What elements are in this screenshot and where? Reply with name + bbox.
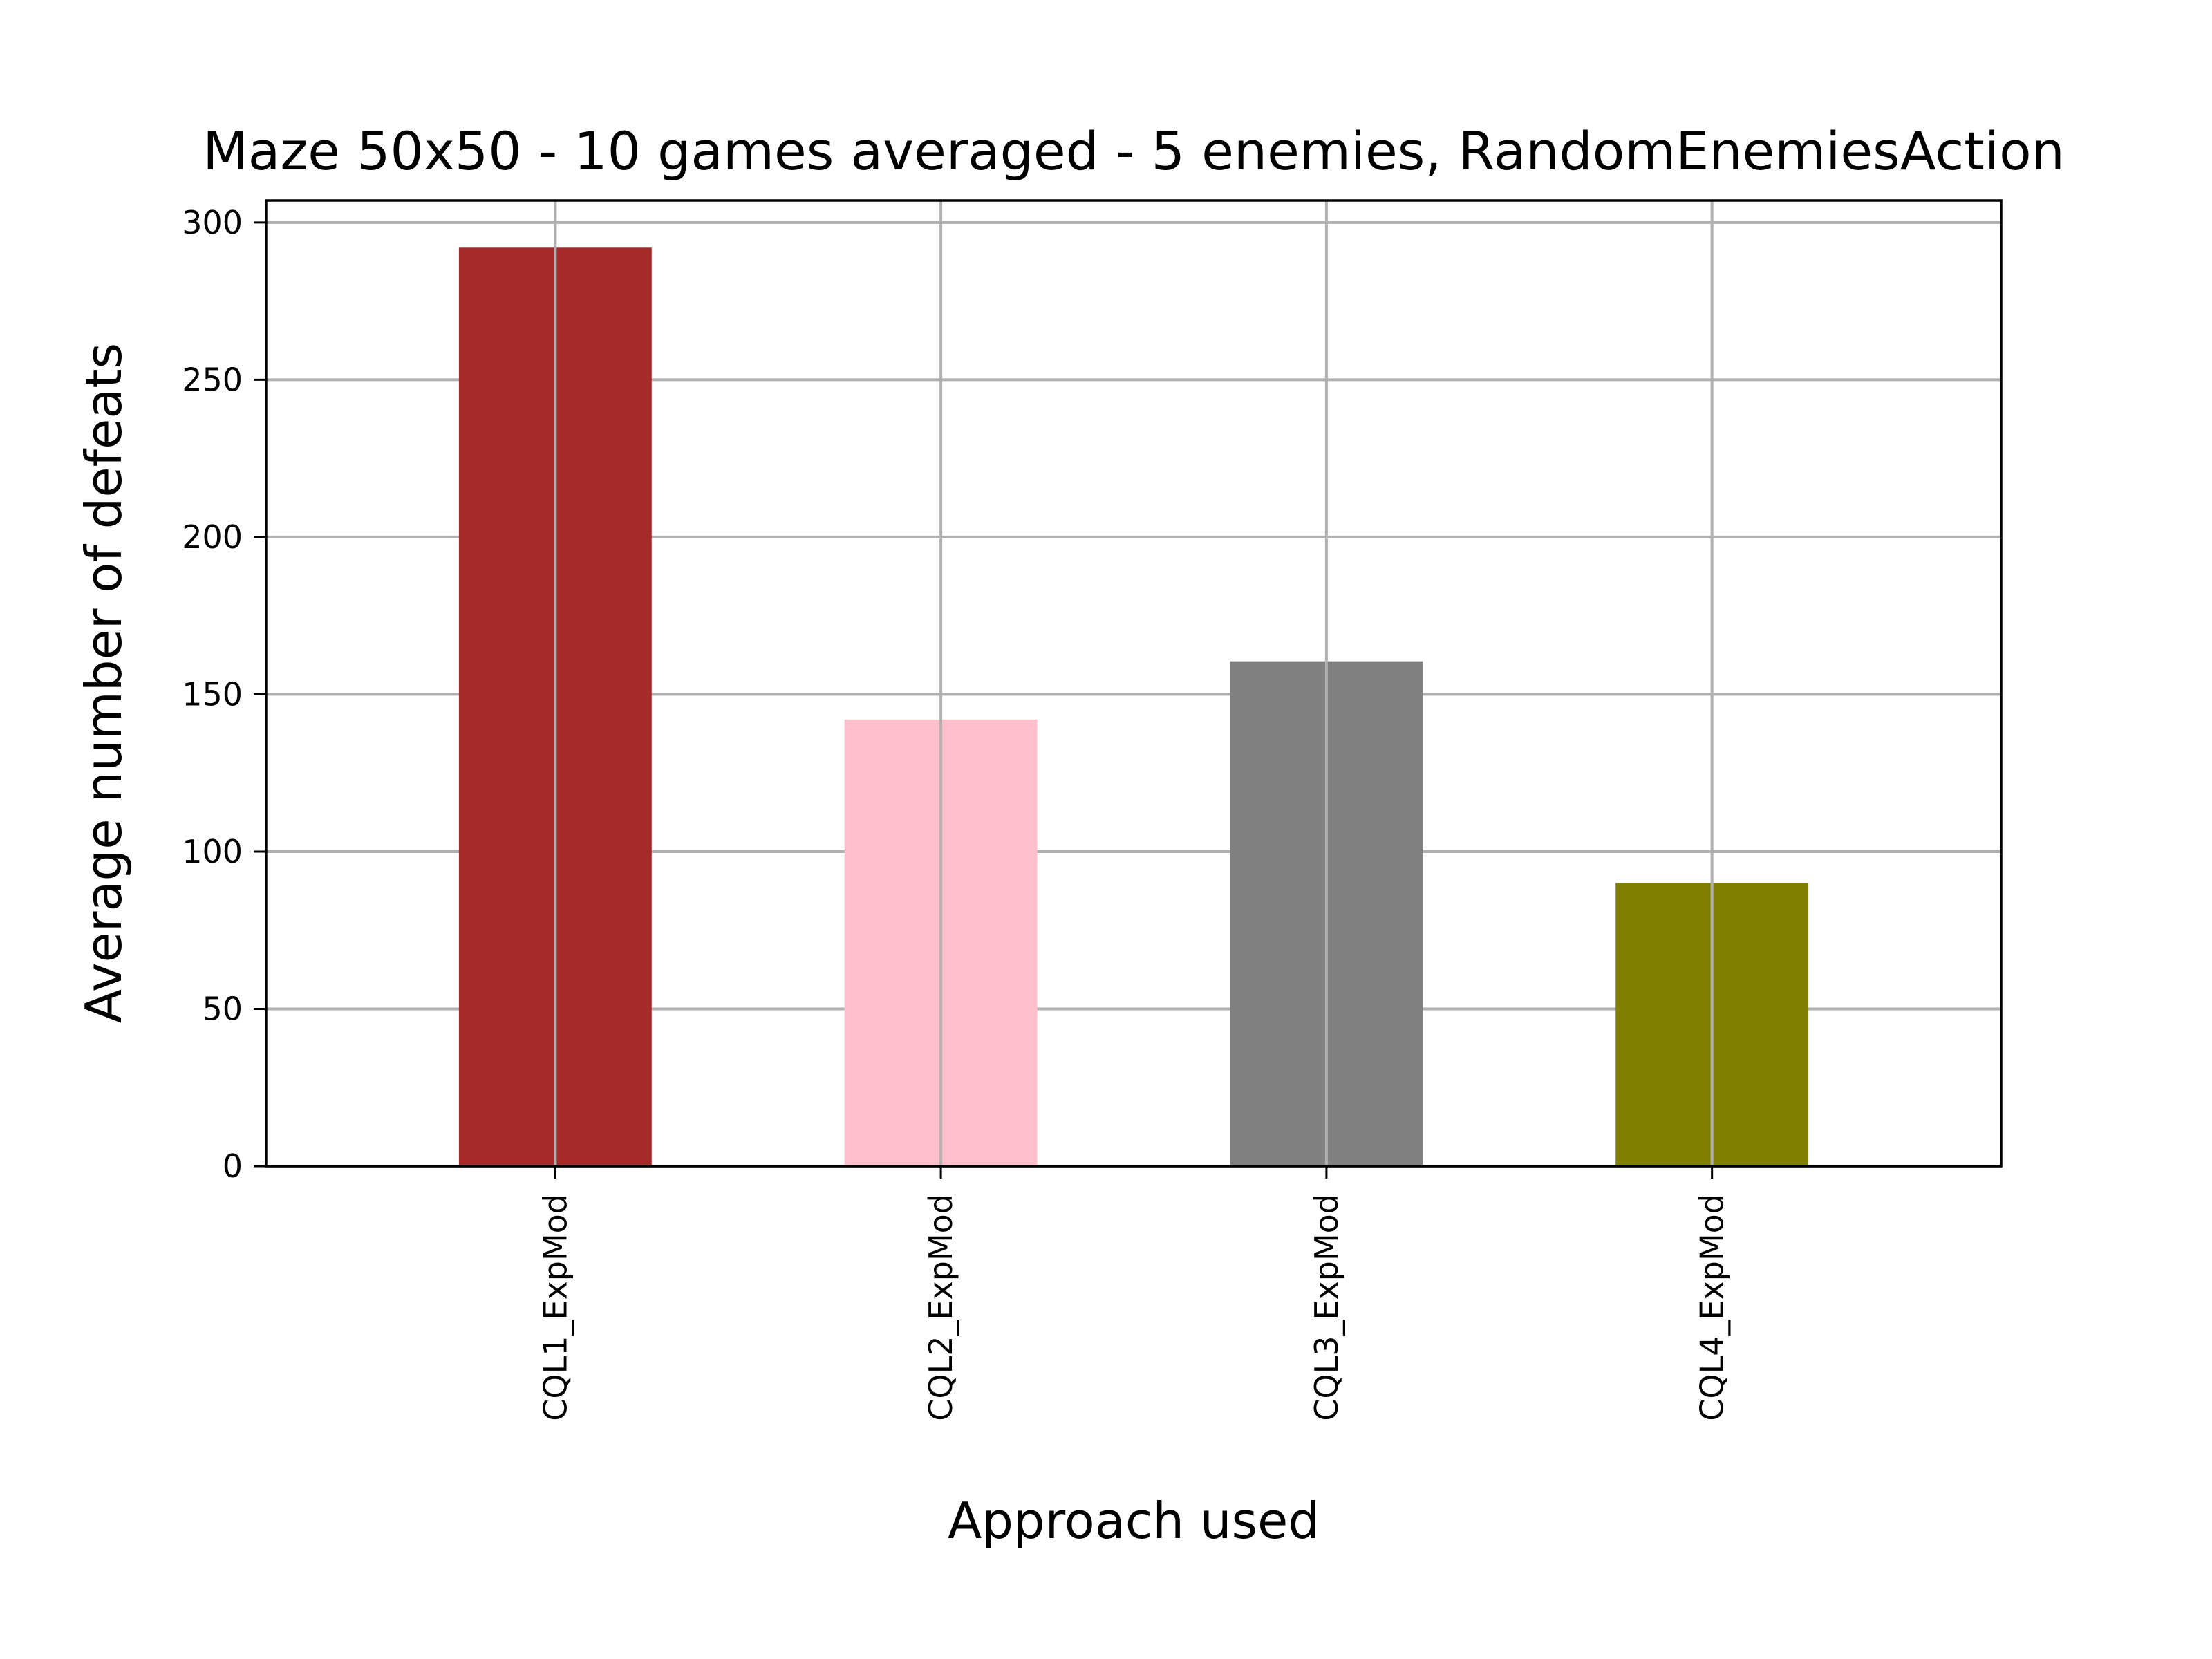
- y-tick-label: 150: [182, 675, 243, 713]
- y-tick-label: 50: [202, 990, 243, 1027]
- x-tick-label: CQL1_ExpMod: [536, 1194, 574, 1421]
- vertical-grid-lines: [554, 200, 1714, 1166]
- y-axis-label: Average number of defeats: [75, 343, 133, 1023]
- y-tick-label: 100: [182, 833, 243, 870]
- x-tick-label: CQL2_ExpMod: [922, 1194, 959, 1421]
- y-axis-ticks: 0 50 100 150 200 250 300: [182, 204, 266, 1185]
- y-tick-label: 250: [182, 361, 243, 398]
- y-tick-label: 0: [223, 1147, 243, 1185]
- y-tick-label: 300: [182, 204, 243, 241]
- chart-title: Maze 50x50 - 10 games averaged - 5 enemi…: [203, 120, 2065, 182]
- x-tick-label: CQL4_ExpMod: [1694, 1194, 1731, 1421]
- y-tick-label: 200: [182, 518, 243, 556]
- x-axis-ticks: CQL1_ExpMod CQL2_ExpMod CQL3_ExpMod CQL4_Ex…: [536, 1166, 1731, 1421]
- x-axis-label: Approach used: [948, 1492, 1320, 1550]
- bars: [458, 247, 1809, 1166]
- plot-frame: [265, 199, 2003, 1168]
- x-tick-label: CQL3_ExpMod: [1308, 1194, 1345, 1421]
